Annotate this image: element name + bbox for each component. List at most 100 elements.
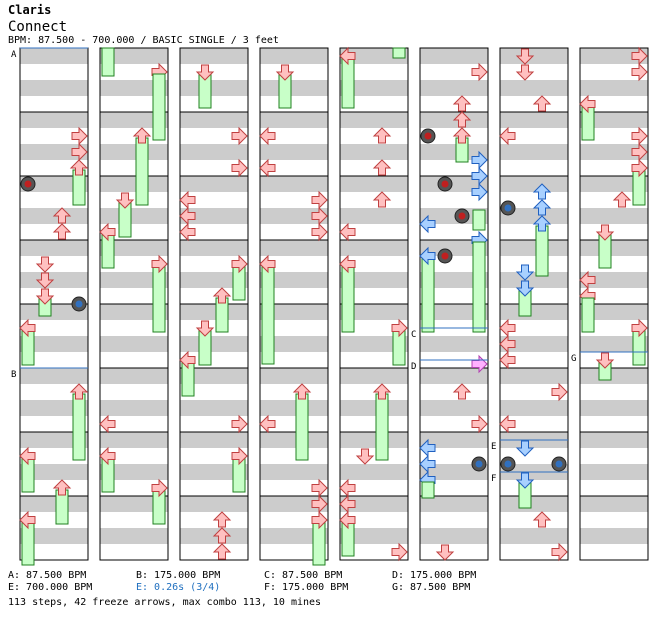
mine-icon	[500, 456, 516, 472]
step-chart: A B C D E F G	[11, 47, 649, 566]
chart-column	[419, 47, 489, 561]
freeze-bar	[101, 47, 115, 77]
beat-band	[100, 400, 168, 416]
beat-band	[500, 208, 568, 224]
column-border	[99, 47, 169, 561]
arrow-icon	[356, 448, 374, 465]
arrow-icon	[373, 159, 391, 176]
mine-icon	[454, 208, 470, 224]
beat-band	[260, 176, 328, 192]
beat-band	[260, 400, 328, 416]
beat-band	[260, 432, 328, 448]
column-border	[259, 47, 329, 561]
beat-band	[260, 48, 328, 64]
beat-band	[100, 112, 168, 128]
freeze-bar	[152, 73, 166, 141]
beat-band	[340, 368, 408, 384]
beat-band	[20, 272, 88, 288]
chart-column	[259, 47, 329, 561]
beat-band	[100, 304, 168, 320]
beat-band	[340, 112, 408, 128]
beat-band	[180, 304, 248, 320]
beat-band	[340, 528, 408, 544]
arrow-icon	[453, 95, 471, 112]
beat-band	[340, 48, 408, 64]
freeze-bar	[535, 225, 549, 277]
arrow-icon	[533, 95, 551, 112]
beat-band	[420, 304, 488, 320]
beat-band	[420, 528, 488, 544]
arrow-icon	[516, 64, 534, 81]
beat-band	[420, 240, 488, 256]
beat-band	[260, 144, 328, 160]
arrow-icon	[391, 543, 408, 561]
arrow-icon	[499, 319, 516, 337]
chart-meta: BPM: 87.500 - 700.000 / BASIC SINGLE / 3…	[8, 35, 279, 46]
arrow-icon	[631, 63, 648, 81]
beat-band	[340, 208, 408, 224]
arrow-icon	[36, 256, 54, 273]
beat-band	[260, 304, 328, 320]
arrow-icon	[259, 415, 276, 433]
beat-band	[420, 80, 488, 96]
marker-f: F	[491, 474, 496, 484]
freeze-bar	[581, 297, 595, 333]
arrow-icon	[499, 351, 516, 369]
beat-band	[100, 240, 168, 256]
mine-icon	[437, 248, 453, 264]
marker-d: D	[411, 362, 416, 372]
chart-title: Claris	[8, 3, 52, 17]
beat-band	[580, 528, 648, 544]
beat-band	[20, 176, 88, 192]
beat-band	[340, 80, 408, 96]
beat-band	[20, 368, 88, 384]
beat-band	[340, 240, 408, 256]
beat-band	[180, 336, 248, 352]
beat-band	[340, 144, 408, 160]
legend-e-bpm: E: 700.000 BPM	[8, 582, 93, 593]
legend-c: C: 87.500 BPM	[264, 570, 343, 581]
beat-band	[500, 368, 568, 384]
chart-column	[499, 47, 569, 561]
arrow-icon	[613, 191, 631, 208]
beat-band	[100, 336, 168, 352]
beat-band	[420, 208, 488, 224]
mine-icon	[551, 456, 567, 472]
legend-f: F: 175.000 BPM	[264, 582, 349, 593]
beat-band	[20, 464, 88, 480]
beat-band	[100, 176, 168, 192]
beat-band	[420, 48, 488, 64]
arrow-icon	[311, 479, 328, 497]
arrow-icon	[179, 223, 196, 241]
arrow-icon	[231, 127, 248, 145]
freeze-bar	[421, 257, 435, 333]
arrow-icon	[231, 415, 248, 433]
arrow-icon	[533, 511, 551, 528]
beat-band	[180, 112, 248, 128]
beat-band	[20, 304, 88, 320]
beat-band	[420, 432, 488, 448]
beat-band	[180, 400, 248, 416]
arrow-icon	[311, 223, 328, 241]
arrow-icon	[339, 223, 356, 241]
arrow-icon	[339, 479, 356, 497]
column-border	[499, 47, 569, 561]
mine-icon	[20, 176, 36, 192]
beat-band	[580, 432, 648, 448]
arrow-icon	[551, 383, 568, 401]
beat-band	[20, 144, 88, 160]
freeze-bar	[341, 57, 355, 109]
chart-summary: 113 steps, 42 freeze arrows, max combo 1…	[8, 597, 322, 608]
freeze-bar	[295, 393, 309, 461]
beat-band	[500, 304, 568, 320]
beat-band	[180, 368, 248, 384]
beat-band	[20, 400, 88, 416]
freeze-bar	[152, 265, 166, 333]
chart-column	[579, 47, 649, 561]
beat-band	[580, 496, 648, 512]
beat-band	[180, 432, 248, 448]
beat-band	[420, 400, 488, 416]
beat-band	[180, 272, 248, 288]
beat-band	[420, 272, 488, 288]
beat-band	[260, 112, 328, 128]
